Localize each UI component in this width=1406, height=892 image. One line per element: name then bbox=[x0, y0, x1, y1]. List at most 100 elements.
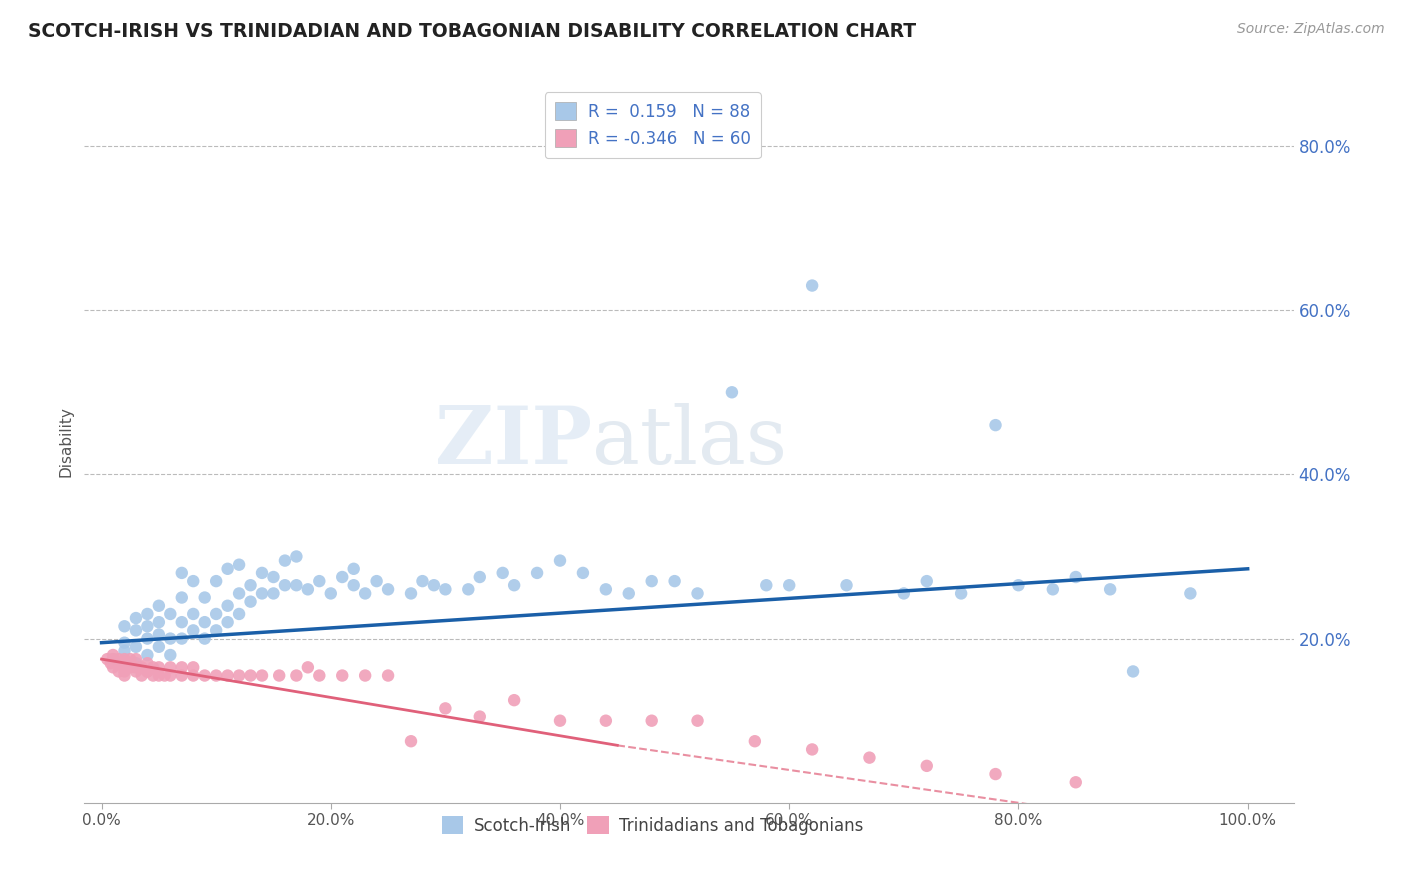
Point bbox=[148, 640, 170, 654]
Point bbox=[114, 636, 136, 650]
Point bbox=[125, 665, 148, 679]
Point bbox=[101, 652, 124, 666]
Point bbox=[114, 619, 136, 633]
Point bbox=[835, 578, 858, 592]
Point bbox=[101, 652, 124, 666]
Point bbox=[107, 665, 129, 679]
Text: Source: ZipAtlas.com: Source: ZipAtlas.com bbox=[1237, 22, 1385, 37]
Point bbox=[239, 668, 262, 682]
Point bbox=[96, 652, 118, 666]
Point bbox=[285, 668, 308, 682]
Point bbox=[343, 578, 366, 592]
Point bbox=[136, 619, 159, 633]
Point bbox=[136, 632, 159, 646]
Point bbox=[503, 578, 526, 592]
Point bbox=[548, 553, 571, 567]
Point bbox=[915, 759, 938, 773]
Point bbox=[274, 578, 297, 592]
Point bbox=[434, 701, 457, 715]
Point bbox=[170, 591, 193, 605]
Point bbox=[308, 574, 330, 588]
Point bbox=[170, 632, 193, 646]
Point bbox=[101, 648, 124, 662]
Point bbox=[984, 767, 1007, 781]
Point bbox=[778, 578, 800, 592]
Point bbox=[526, 566, 548, 580]
Point bbox=[858, 750, 880, 764]
Point bbox=[148, 668, 170, 682]
Point bbox=[136, 665, 159, 679]
Point bbox=[1042, 582, 1064, 597]
Point bbox=[228, 558, 250, 572]
Point bbox=[159, 660, 181, 674]
Point bbox=[228, 668, 250, 682]
Point bbox=[120, 660, 142, 674]
Point bbox=[194, 668, 217, 682]
Point bbox=[274, 553, 297, 567]
Point bbox=[217, 599, 239, 613]
Point bbox=[125, 660, 148, 674]
Point bbox=[377, 668, 399, 682]
Point bbox=[503, 693, 526, 707]
Point bbox=[377, 582, 399, 597]
Point bbox=[354, 668, 377, 682]
Point bbox=[801, 278, 824, 293]
Point bbox=[468, 570, 491, 584]
Point bbox=[170, 660, 193, 674]
Point bbox=[399, 734, 422, 748]
Point bbox=[686, 586, 709, 600]
Point bbox=[194, 632, 217, 646]
Point bbox=[686, 714, 709, 728]
Text: SCOTCH-IRISH VS TRINIDADIAN AND TOBAGONIAN DISABILITY CORRELATION CHART: SCOTCH-IRISH VS TRINIDADIAN AND TOBAGONI… bbox=[28, 22, 917, 41]
Point bbox=[755, 578, 778, 592]
Point bbox=[125, 640, 148, 654]
Point bbox=[114, 644, 136, 658]
Point bbox=[641, 714, 664, 728]
Point bbox=[181, 607, 204, 621]
Point bbox=[181, 624, 204, 638]
Point bbox=[181, 660, 204, 674]
Y-axis label: Disability: Disability bbox=[58, 406, 73, 477]
Point bbox=[343, 562, 366, 576]
Point bbox=[114, 652, 136, 666]
Point bbox=[194, 615, 217, 630]
Point bbox=[101, 660, 124, 674]
Point bbox=[125, 652, 148, 666]
Point bbox=[548, 714, 571, 728]
Point bbox=[434, 582, 457, 597]
Point bbox=[457, 582, 479, 597]
Point bbox=[142, 668, 165, 682]
Point bbox=[1064, 570, 1087, 584]
Point bbox=[915, 574, 938, 588]
Point bbox=[148, 615, 170, 630]
Point bbox=[1180, 586, 1202, 600]
Point bbox=[250, 668, 273, 682]
Point bbox=[159, 648, 181, 662]
Point bbox=[148, 627, 170, 641]
Point bbox=[107, 652, 129, 666]
Point bbox=[572, 566, 595, 580]
Point bbox=[114, 668, 136, 682]
Point bbox=[744, 734, 766, 748]
Point bbox=[170, 615, 193, 630]
Point bbox=[1007, 578, 1029, 592]
Point bbox=[205, 607, 228, 621]
Point bbox=[205, 574, 228, 588]
Point bbox=[159, 632, 181, 646]
Point bbox=[468, 709, 491, 723]
Point bbox=[330, 570, 353, 584]
Legend: Scotch-Irish, Trinidadians and Tobagonians: Scotch-Irish, Trinidadians and Tobagonia… bbox=[434, 809, 870, 841]
Point bbox=[297, 582, 319, 597]
Point bbox=[136, 607, 159, 621]
Point bbox=[366, 574, 388, 588]
Point bbox=[285, 578, 308, 592]
Point bbox=[125, 624, 148, 638]
Point bbox=[170, 668, 193, 682]
Point bbox=[159, 607, 181, 621]
Point bbox=[423, 578, 446, 592]
Point bbox=[319, 586, 342, 600]
Point bbox=[217, 668, 239, 682]
Point bbox=[664, 574, 686, 588]
Point bbox=[641, 574, 664, 588]
Point bbox=[136, 657, 159, 671]
